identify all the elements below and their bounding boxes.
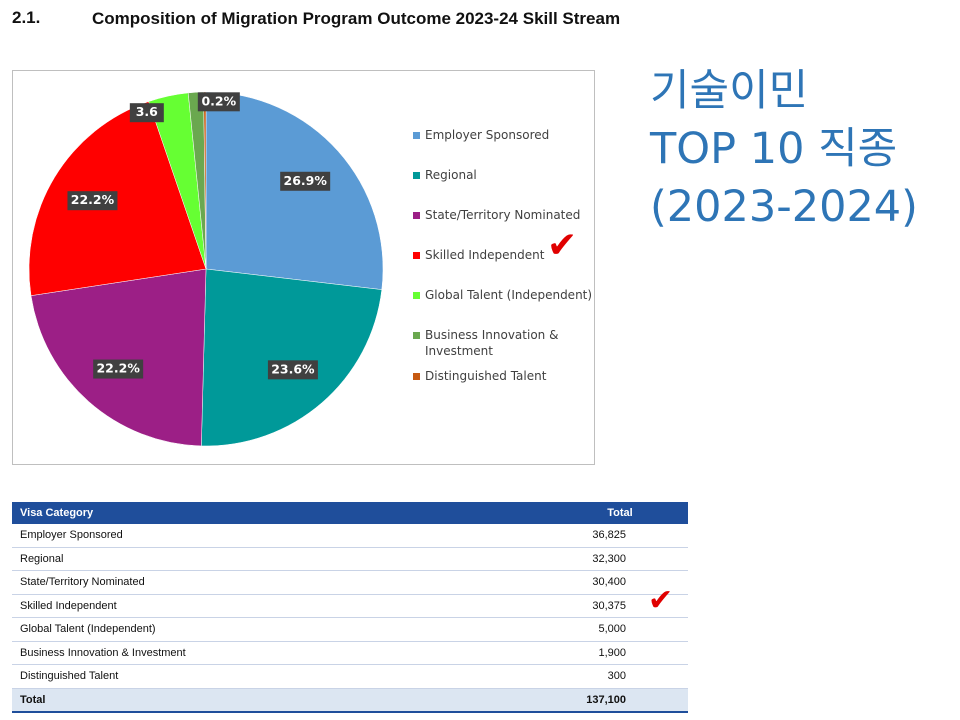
- pie-slice-skilled-independent: [28, 101, 207, 296]
- red-checkmark-chart: ✔: [547, 225, 578, 266]
- legend-label: Skilled Independent: [425, 248, 545, 262]
- svg-text:22.2%: 22.2%: [96, 361, 140, 376]
- row-total: 30,400: [552, 570, 688, 595]
- legend-label: Business Innovation & Investment: [425, 328, 559, 358]
- annotation-line-1: 기술이민: [650, 66, 809, 116]
- pie-slice-employer-sponsored: [205, 91, 384, 290]
- pie-slice-state-territory-nominated: [30, 268, 207, 447]
- table-row: Skilled Independent 30,375: [12, 594, 688, 618]
- legend-swatch: [413, 132, 420, 139]
- row-total: 32,300: [552, 547, 688, 571]
- row-category: Global Talent (Independent): [12, 617, 552, 642]
- annotation-line-3: (2023-2024): [650, 182, 918, 232]
- legend-label: Employer Sponsored: [425, 128, 550, 142]
- svg-text:22.2%: 22.2%: [71, 192, 115, 207]
- svg-text:26.9%: 26.9%: [284, 173, 328, 188]
- legend-label: Regional: [425, 168, 477, 182]
- legend-swatch: [413, 212, 420, 219]
- legend-label: Distinguished Talent: [425, 369, 547, 383]
- header-total: Total: [552, 502, 688, 524]
- row-total: 1,900: [552, 641, 688, 665]
- pie-slice-regional: [201, 268, 383, 447]
- table-row: Global Talent (Independent) 5,000: [12, 617, 688, 642]
- table-header-row: Visa Category Total: [12, 502, 688, 524]
- header-visa-category: Visa Category: [12, 502, 552, 524]
- row-category: Regional: [12, 547, 552, 571]
- table-row: Distinguished Talent 300: [12, 664, 688, 689]
- pie-label-distinguished-talent: 0.2%: [197, 92, 240, 112]
- row-category: Business Innovation & Investment: [12, 641, 552, 665]
- row-category: Employer Sponsored: [12, 524, 552, 548]
- table-total-row: Total 137,100: [12, 688, 688, 713]
- section-title: Composition of Migration Program Outcome…: [92, 9, 621, 28]
- total-value: 137,100: [552, 688, 688, 713]
- pie-label-regional: 23.6%: [267, 360, 318, 380]
- pie-chart-panel: 26.9% 23.6% 22.2% 22.2% 3.6 0.2% Employer Spo…: [12, 70, 595, 465]
- section-number: 2.1.: [12, 8, 41, 27]
- legend-swatch: [413, 332, 420, 339]
- row-total: 300: [552, 664, 688, 689]
- row-total: 5,000: [552, 617, 688, 642]
- annotation-text: 기술이민 TOP 10 직종 (2023-2024): [650, 62, 918, 236]
- table-row: State/Territory Nominated 30,400: [12, 570, 688, 595]
- svg-text:3.6: 3.6: [136, 104, 158, 119]
- row-category: Distinguished Talent: [12, 664, 552, 689]
- red-checkmark-table: ✔: [648, 583, 674, 618]
- pie-slice-distinguished-talent: [203, 91, 207, 270]
- pie-label-state-territory-nominated: 22.2%: [93, 359, 144, 379]
- pie-label-employer-sponsored: 26.9%: [280, 171, 331, 191]
- svg-text:0.2%: 0.2%: [201, 93, 236, 108]
- legend-label: Global Talent (Independent): [425, 288, 593, 302]
- visa-table: Visa Category Total Employer Sponsored 36…: [12, 502, 688, 713]
- legend-swatch: [413, 373, 420, 380]
- total-label: Total: [12, 688, 552, 713]
- legend-swatch: [413, 172, 420, 179]
- pie-label-global-talent: 3.6: [129, 103, 164, 123]
- annotation-line-2: TOP 10 직종: [650, 124, 898, 174]
- pie-label-skilled-independent: 22.2%: [67, 191, 118, 211]
- legend-swatch: [413, 252, 420, 259]
- legend-label: State/Territory Nominated: [425, 208, 581, 222]
- table-row: Regional 32,300: [12, 547, 688, 571]
- table-row: Employer Sponsored 36,825: [12, 524, 688, 548]
- legend-swatch: [413, 292, 420, 299]
- row-total: 30,375: [552, 594, 688, 618]
- svg-text:23.6%: 23.6%: [271, 361, 315, 376]
- row-category: State/Territory Nominated: [12, 570, 552, 595]
- pie-chart: 26.9% 23.6% 22.2% 22.2% 3.6 0.2%: [28, 91, 384, 447]
- row-category: Skilled Independent: [12, 594, 552, 618]
- row-total: 36,825: [552, 524, 688, 548]
- table-row: Business Innovation & Investment 1,900: [12, 641, 688, 665]
